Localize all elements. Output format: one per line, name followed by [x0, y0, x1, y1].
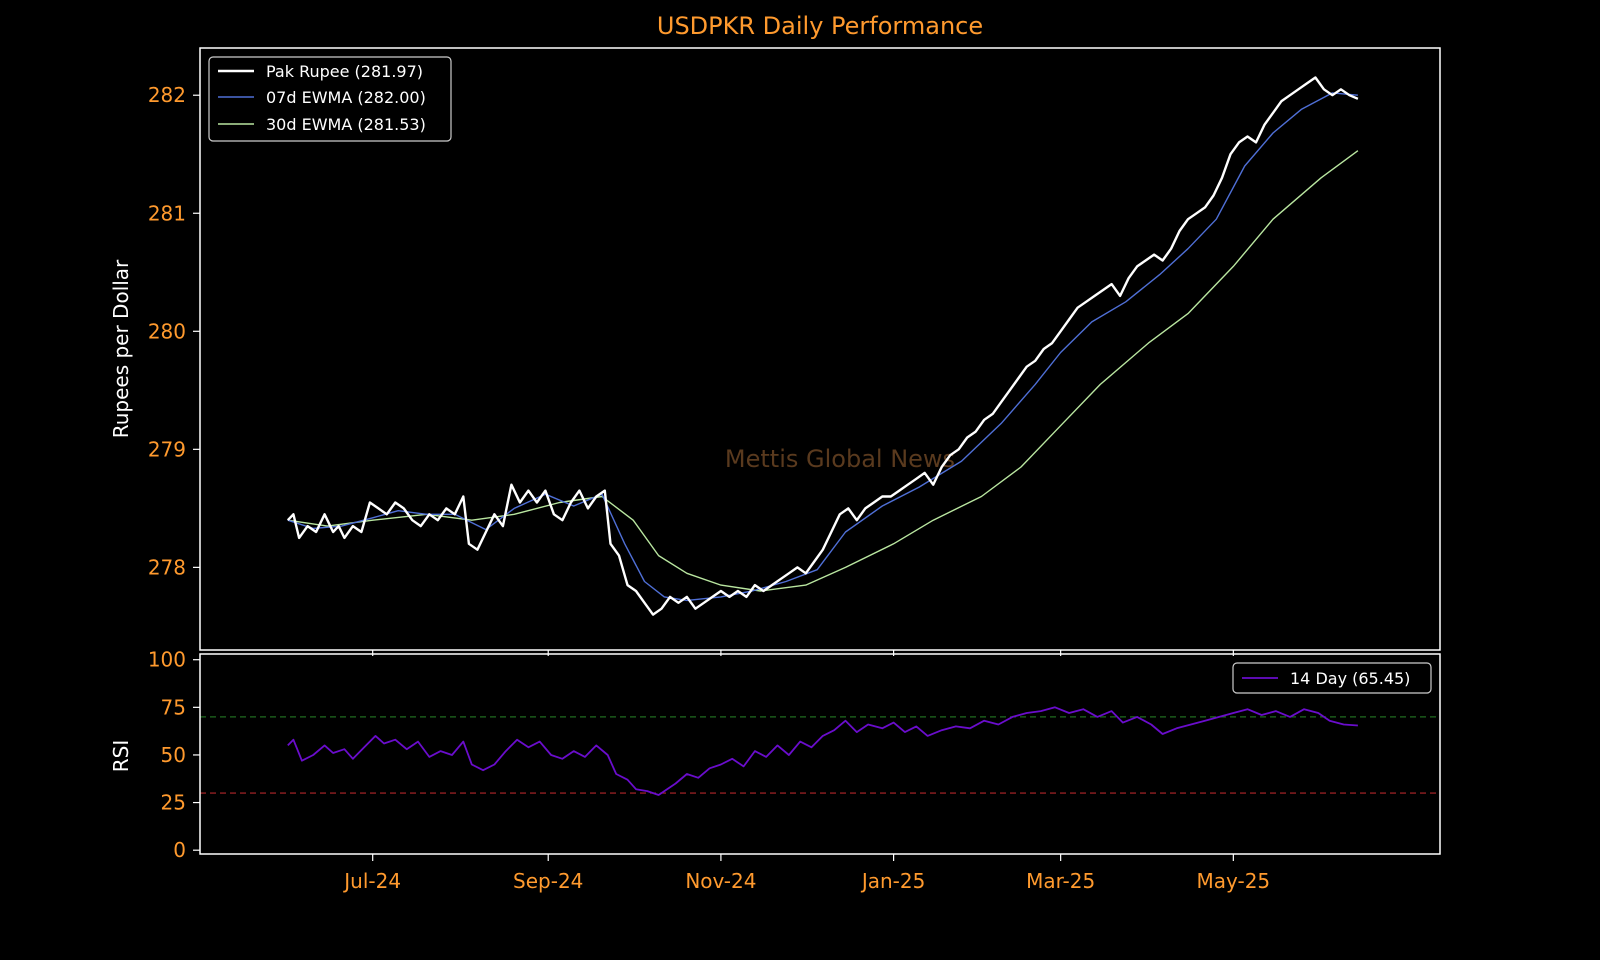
price-ytick-label: 279 [148, 437, 186, 461]
legend-label-ewma30: 30d EWMA (281.53) [266, 115, 426, 134]
legend-label-rsi: 14 Day (65.45) [1290, 669, 1410, 688]
series-line-price [286, 76, 1359, 616]
rsi-ytick-label: 100 [148, 648, 186, 672]
series-line-rsi [287, 706, 1358, 796]
price-ytick-label: 278 [148, 555, 186, 579]
watermark: Mettis Global News [725, 445, 955, 473]
rsi-legend: 14 Day (65.45) [1232, 662, 1432, 694]
rsi-panel: 0 25 50 75 100 RSI 14 Day (65.45) [109, 648, 1441, 862]
price-axes-frame [199, 47, 1441, 651]
xtick-label: May-25 [1196, 869, 1270, 893]
rsi-ytick-label: 50 [161, 743, 186, 767]
price-legend: Pak Rupee (281.97) 07d EWMA (282.00) 30d… [208, 56, 452, 142]
price-ylabel: Rupees per Dollar [109, 259, 133, 438]
price-ytick-label: 282 [148, 83, 186, 107]
xtick-label: Jan-25 [860, 869, 926, 893]
legend-label-price: Pak Rupee (281.97) [266, 62, 423, 81]
price-panel: Mettis Global News 278 279 280 281 282 Rupee… [109, 47, 1441, 651]
series-line-ewma30 [287, 150, 1359, 592]
price-ytick-label: 280 [148, 319, 186, 343]
rsi-axes-frame [199, 653, 1441, 855]
x-axis: Jul-24 Sep-24 Nov-24 Jan-25 Mar-25 May-25 [342, 650, 1270, 893]
rsi-ylabel: RSI [109, 740, 133, 773]
xtick-label: Sep-24 [513, 869, 583, 893]
legend-label-ewma7: 07d EWMA (282.00) [266, 88, 426, 107]
chart-title: USDPKR Daily Performance [657, 12, 983, 40]
rsi-ytick-label: 75 [161, 695, 186, 719]
xtick-label: Mar-25 [1026, 869, 1095, 893]
xtick-label: Jul-24 [342, 869, 401, 893]
price-ytick-label: 281 [148, 201, 186, 225]
rsi-ytick-label: 0 [173, 838, 186, 862]
rsi-ytick-label: 25 [161, 791, 186, 815]
xtick-label: Nov-24 [685, 869, 756, 893]
